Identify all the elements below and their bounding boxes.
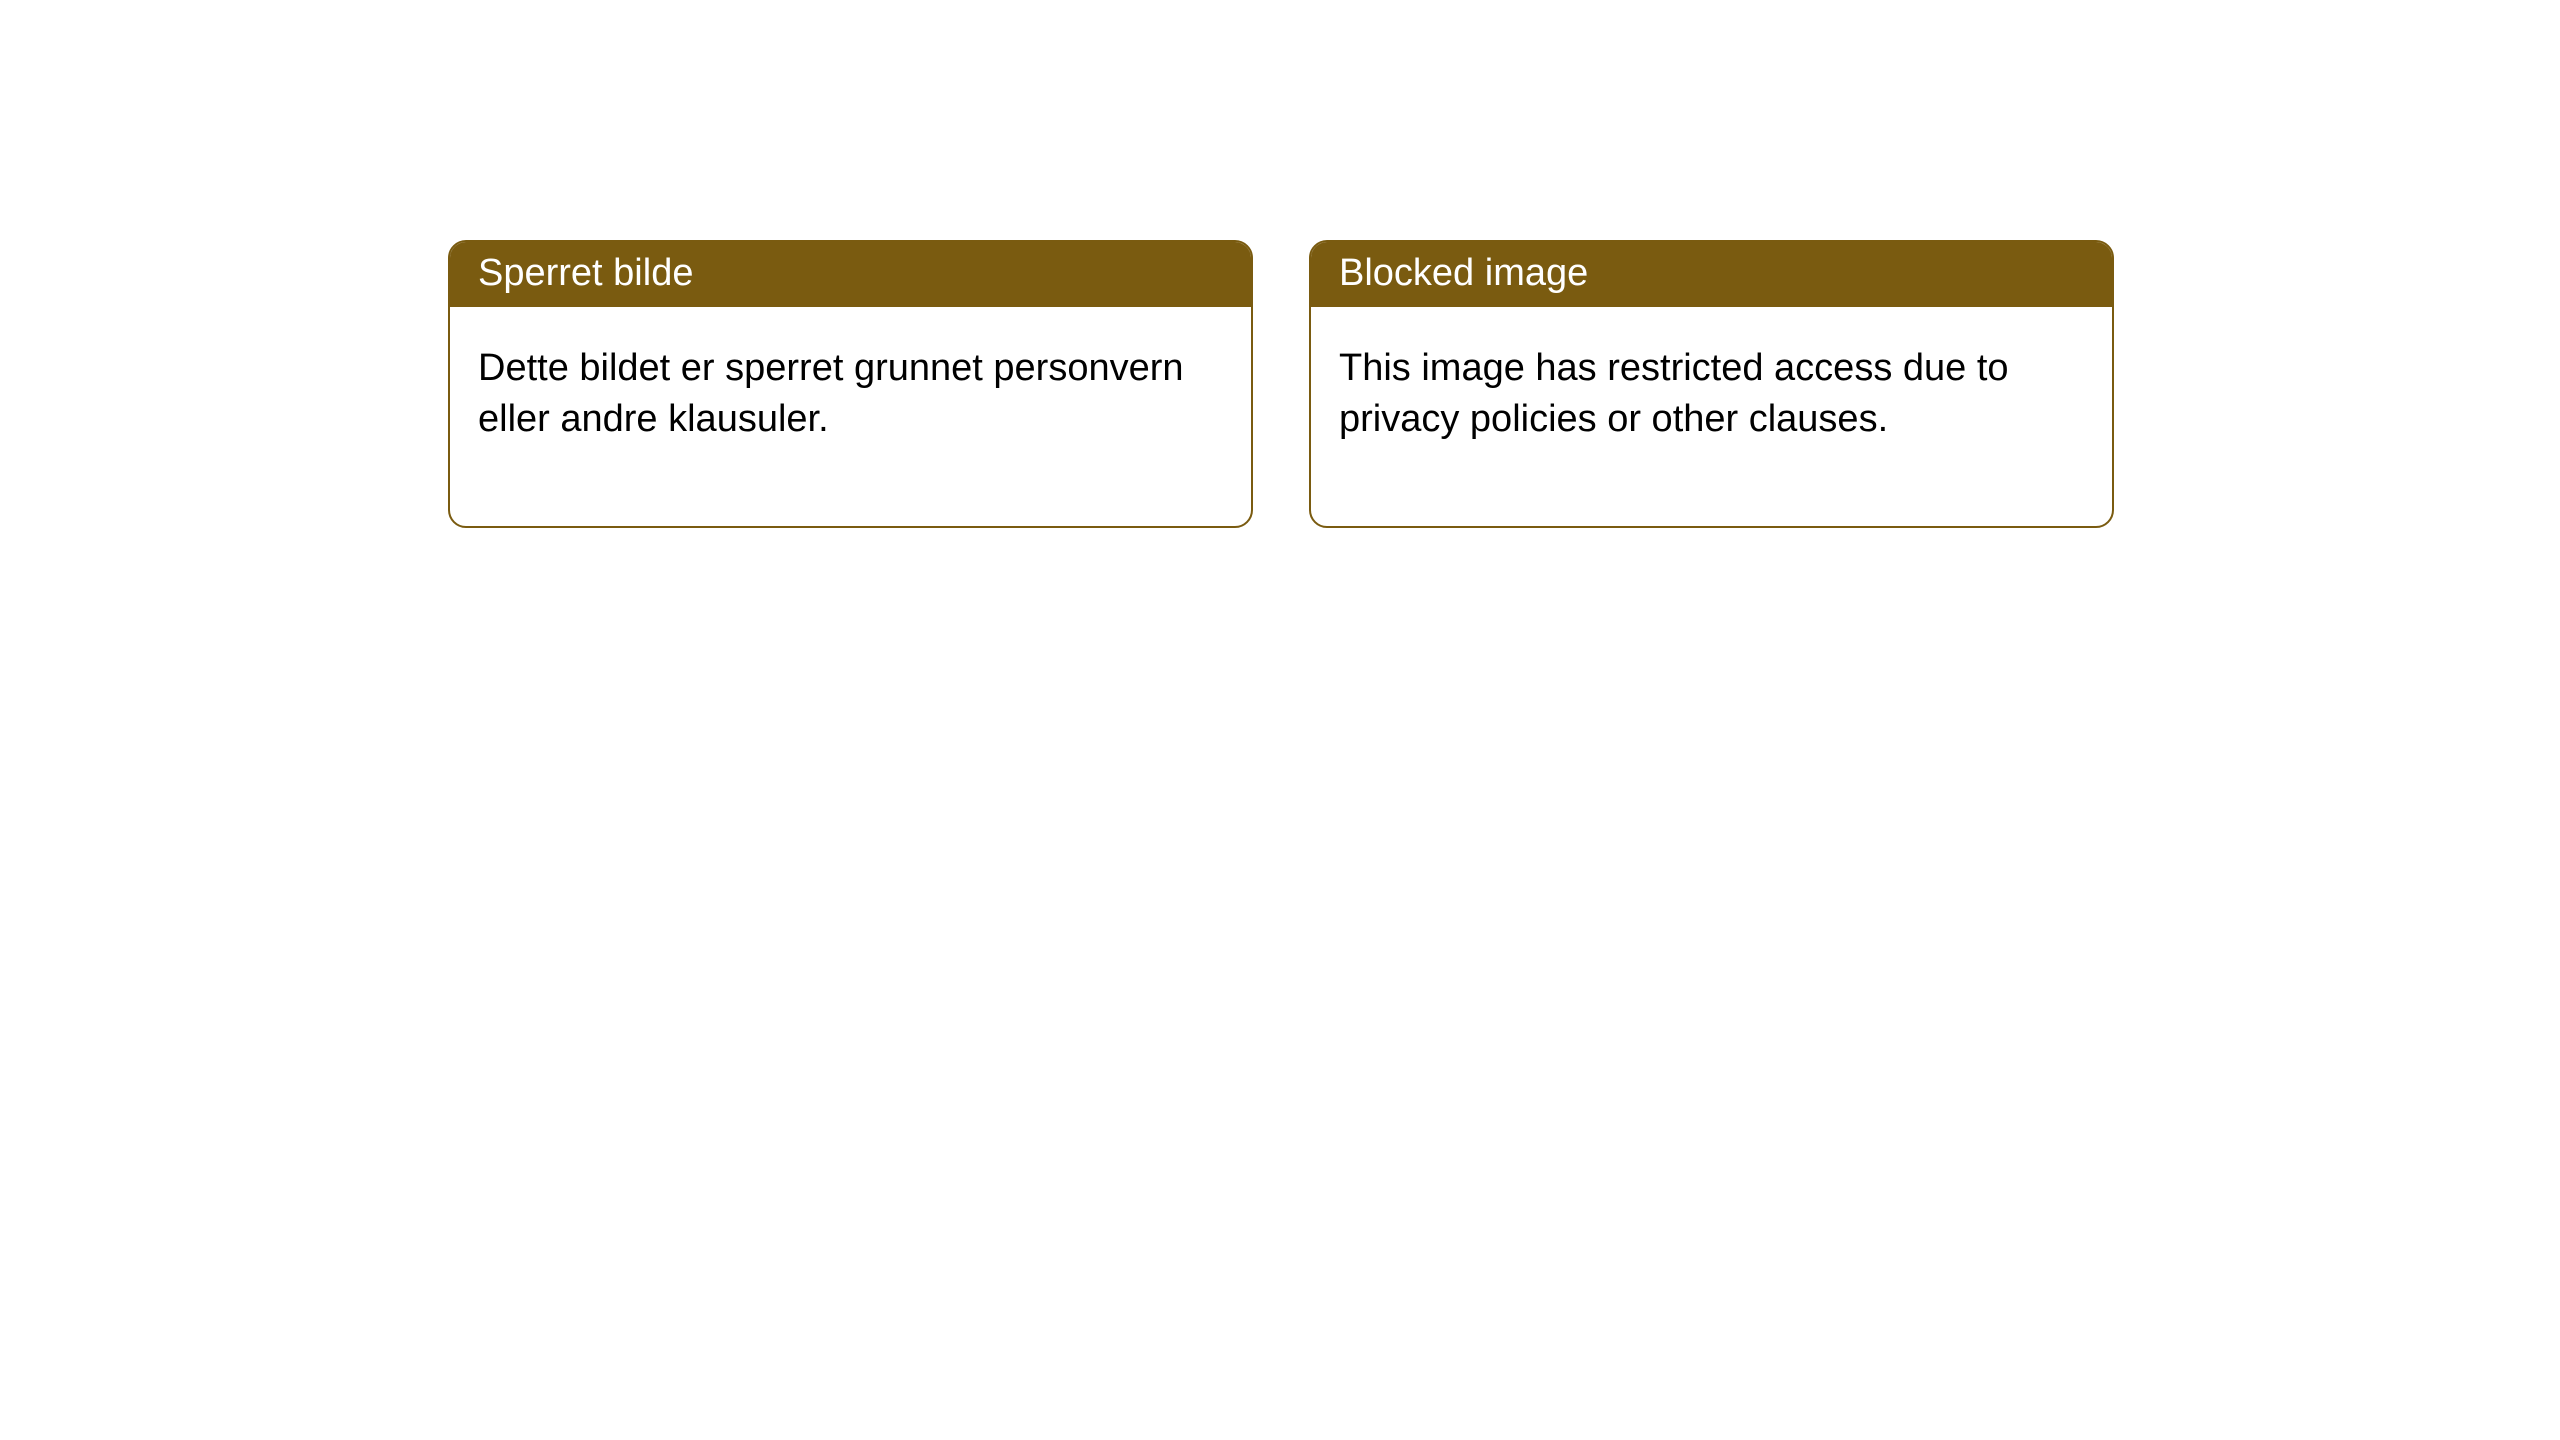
notice-card-left-title: Sperret bilde	[450, 242, 1251, 307]
notice-container: Sperret bilde Dette bildet er sperret gr…	[448, 240, 2114, 528]
notice-card-right-body: This image has restricted access due to …	[1311, 307, 2112, 526]
notice-card-left-body: Dette bildet er sperret grunnet personve…	[450, 307, 1251, 526]
notice-card-right: Blocked image This image has restricted …	[1309, 240, 2114, 528]
notice-card-right-title: Blocked image	[1311, 242, 2112, 307]
notice-card-left: Sperret bilde Dette bildet er sperret gr…	[448, 240, 1253, 528]
